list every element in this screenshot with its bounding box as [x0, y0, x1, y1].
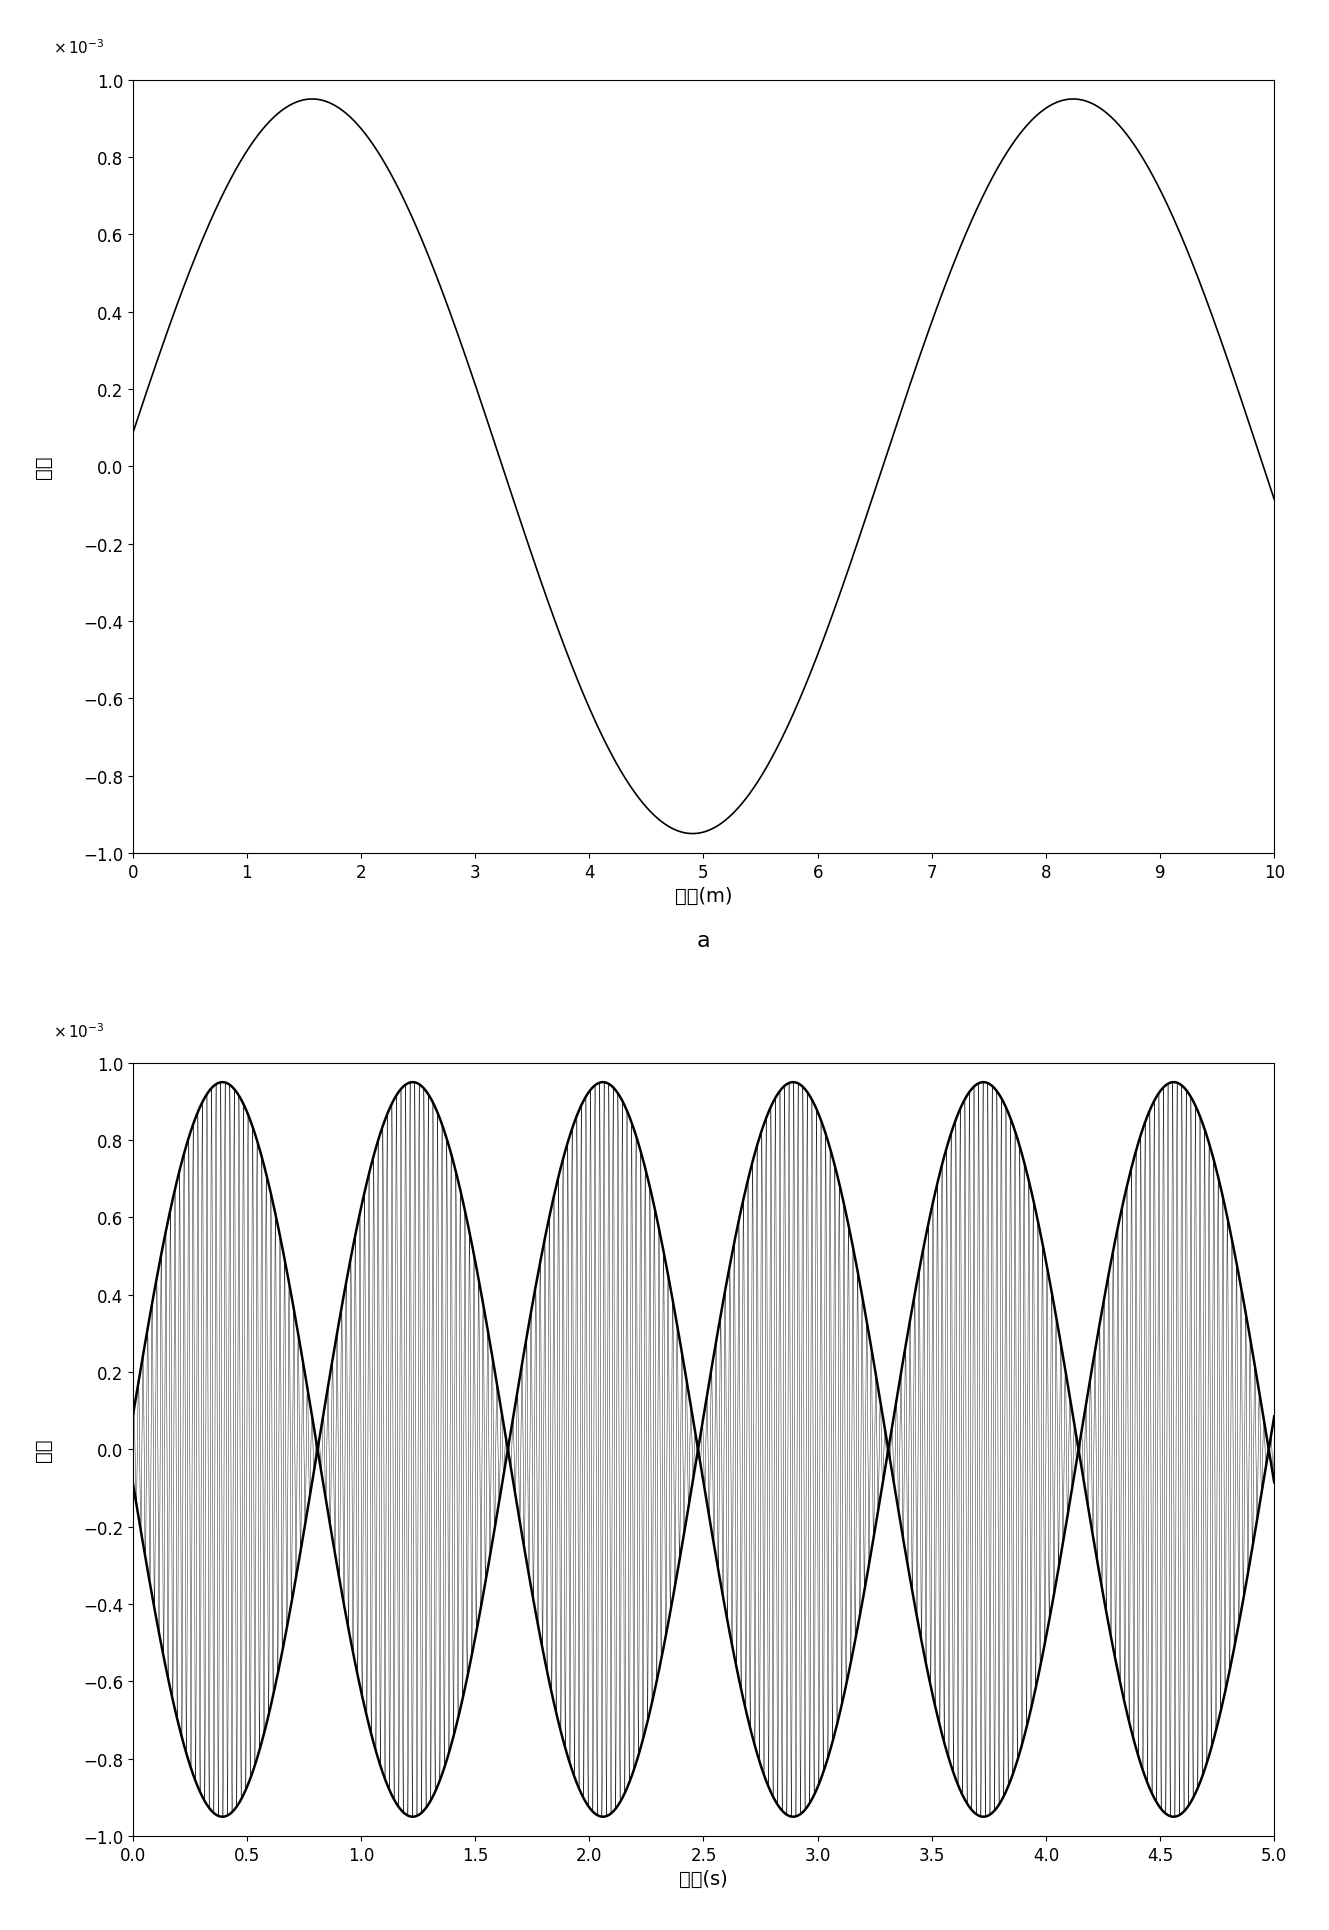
Text: $\times\,10^{-3}$: $\times\,10^{-3}$	[53, 1021, 105, 1040]
Text: $\times\,10^{-3}$: $\times\,10^{-3}$	[53, 39, 105, 58]
X-axis label: 时间(s): 时间(s)	[679, 1870, 728, 1888]
X-axis label: 位移(m): 位移(m)	[675, 886, 732, 905]
Text: a: a	[696, 930, 710, 951]
Y-axis label: 幅値: 幅値	[33, 1438, 53, 1461]
Y-axis label: 幅値: 幅値	[33, 455, 53, 479]
